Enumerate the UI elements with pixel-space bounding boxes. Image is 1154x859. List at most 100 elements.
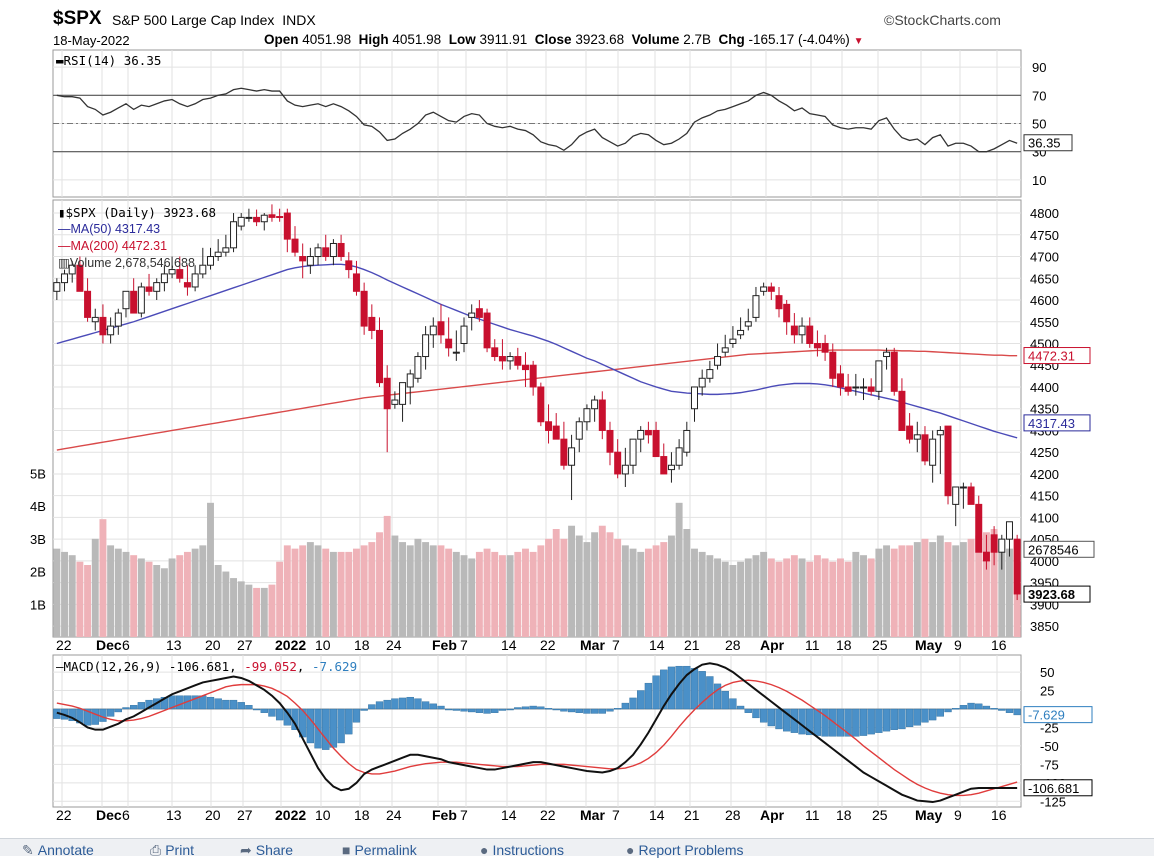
volume-bar (614, 538, 622, 637)
macd-histogram-bar (667, 666, 676, 710)
candle-body (168, 269, 176, 275)
macd-histogram-bar (637, 690, 645, 710)
price-value-label: 3923.68 (1028, 587, 1075, 602)
candle-body (1013, 538, 1021, 595)
macd-histogram-bar (706, 676, 714, 710)
volume-tick-label: 2B (30, 565, 46, 580)
volume-value-label: 2678546 (1028, 542, 1079, 557)
x-tick-label: May (915, 807, 942, 823)
candle-body (214, 251, 222, 258)
signal-legend-value: -99.052 (244, 659, 297, 674)
volume-bar (368, 542, 376, 637)
macd-histogram-bar (898, 708, 906, 730)
permalink-button[interactable]: ■ Permalink (342, 842, 417, 858)
macd-histogram-bar (398, 697, 407, 710)
candle-body (936, 429, 944, 436)
volume-bar (767, 558, 775, 637)
volume-bar (744, 558, 752, 637)
macd-tick-label: -75 (1040, 757, 1059, 772)
macd-tick-label: -125 (1040, 794, 1066, 809)
x-tick-label: 10 (315, 637, 331, 653)
candle-body (529, 364, 537, 388)
instructions-button[interactable]: ● Instructions (480, 842, 564, 858)
volume-bar (214, 565, 222, 637)
macd-histogram-bar (506, 708, 514, 711)
volume-bar (299, 545, 307, 637)
macd-histogram-bar (106, 708, 115, 717)
candle-body (268, 214, 276, 218)
volume-bar (483, 548, 491, 637)
macd-histogram-bar (660, 669, 668, 710)
volume-bar (921, 538, 929, 637)
volume-bar (1006, 548, 1013, 637)
volume-bar (322, 548, 330, 637)
share-button[interactable]: ➦ Share (240, 842, 293, 859)
x-tick-label: 2022 (275, 807, 306, 823)
volume-bar (798, 558, 806, 637)
candle-body (429, 325, 437, 336)
macd-histogram-bar (337, 708, 345, 744)
x-tick-label: 24 (386, 807, 402, 823)
macd-histogram-bar (99, 708, 107, 722)
close-value: 3923.68 (575, 32, 625, 47)
x-tick-label: 10 (315, 807, 331, 823)
macd-tick-label: -50 (1040, 739, 1059, 754)
x-tick-label: 28 (725, 637, 741, 653)
candle-body (875, 360, 883, 392)
candle-body (690, 386, 698, 410)
x-tick-label: Mar (580, 807, 605, 823)
volume-bar (107, 545, 115, 637)
macd-histogram-bar (130, 705, 138, 710)
volume-bar (445, 548, 453, 637)
index-full-name: S&P 500 Large Cap Index (112, 12, 275, 28)
low-label: Low (448, 32, 476, 47)
volume-bar (598, 525, 606, 637)
candle-body (552, 425, 560, 440)
macd-histogram-bar (560, 708, 568, 712)
print-button[interactable]: ⎙ Print (150, 842, 194, 859)
candle-body (921, 434, 929, 462)
rsi-tick-label: 10 (1032, 173, 1046, 188)
macd-histogram-bar (222, 699, 230, 710)
x-tick-label: 14 (649, 807, 665, 823)
printer-icon: ⎙ (150, 842, 162, 858)
x-tick-label: 27 (237, 807, 253, 823)
macd-histogram-bar (606, 708, 614, 712)
macd-legend-name: MACD(12,26,9) (63, 659, 162, 674)
volume-bar (591, 532, 599, 637)
chart-date: 18-May-2022 (53, 33, 130, 48)
macd-legend: —MACD(12,26,9) -106.681, -99.052, -7.629 (56, 659, 358, 674)
price-tick-label: 3850 (1030, 619, 1059, 634)
ma200-legend-text: MA(200) 4472.31 (70, 239, 168, 253)
candle-body (614, 451, 622, 475)
price-tick-label: 4600 (1030, 293, 1059, 308)
candle-body (975, 503, 983, 553)
exchange: INDX (282, 12, 316, 28)
candle-body (883, 351, 891, 358)
report-problems-button[interactable]: ● Report Problems (626, 842, 744, 858)
candle-body (137, 286, 145, 314)
price-value-box (1023, 347, 1091, 365)
annotate-button[interactable]: ✎ Annotate (22, 842, 94, 859)
chg-label: Chg (718, 32, 745, 47)
price-tick-label: 4350 (1030, 402, 1059, 417)
volume-bar (61, 551, 68, 637)
volume-bar (406, 545, 414, 637)
volume-bar (936, 535, 944, 637)
candle-body (314, 247, 322, 258)
volume-bar (967, 538, 975, 637)
macd-histogram-bar (114, 708, 122, 713)
volume-bar (99, 519, 107, 637)
macd-histogram-bar (345, 708, 353, 735)
x-tick-label: 27 (237, 637, 253, 653)
ma50-legend-text: MA(50) 4317.43 (70, 222, 161, 236)
pencil-icon: ✎ (22, 842, 34, 858)
volume-bar (837, 558, 844, 637)
candle-body (276, 216, 284, 219)
x-tick-label: 22 (56, 637, 72, 653)
macd-histogram-bar (122, 707, 130, 710)
share-label: Share (255, 842, 294, 858)
price-tick-label: 4200 (1030, 467, 1059, 482)
volume-bar (667, 535, 675, 637)
macd-histogram-bar (444, 708, 453, 711)
